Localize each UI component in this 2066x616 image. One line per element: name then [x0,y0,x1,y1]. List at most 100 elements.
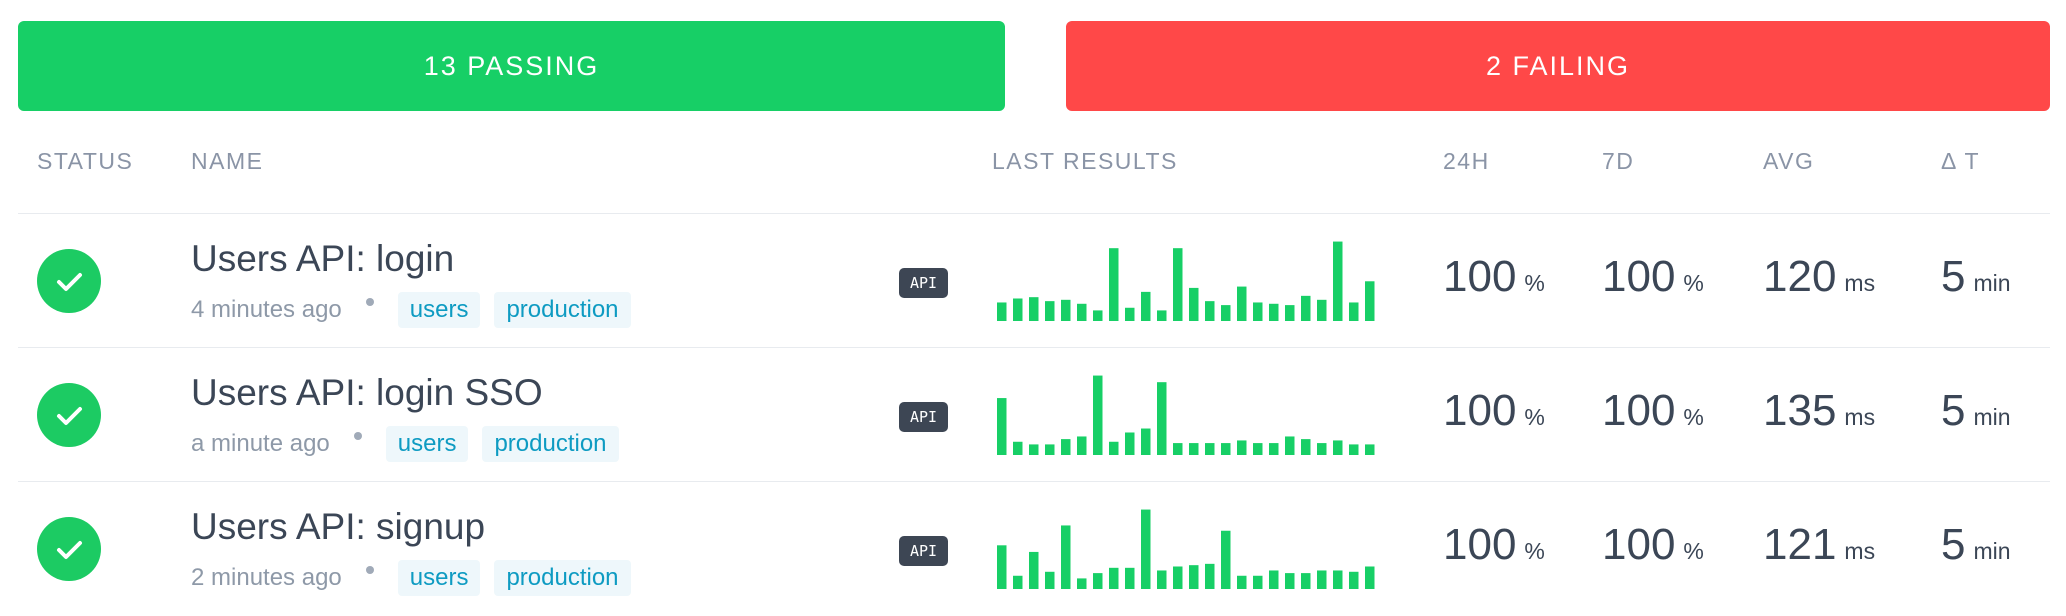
monitor-name[interactable]: Users API: signup [191,506,486,547]
result-bar [1013,298,1023,321]
tag[interactable]: production [494,560,631,596]
result-bar [1029,444,1039,455]
column-header: 24H [1443,148,1490,174]
metric-value: 100 [1443,252,1517,301]
result-bar [1093,573,1103,589]
result-bar [1317,570,1327,589]
result-bar [1125,307,1135,321]
result-bar [1125,432,1135,455]
separator [365,298,374,306]
tag[interactable]: users [397,560,481,596]
column-header: 7D [1602,148,1635,174]
result-bar [1333,570,1343,589]
result-bar [1125,567,1135,589]
result-bar [1077,578,1087,589]
tag[interactable]: production [482,426,619,462]
metric-unit: % [1524,270,1545,296]
result-bar [1173,566,1183,589]
result-bar [1285,305,1295,321]
metric-unit: min [1973,538,2011,564]
monitor-row[interactable]: Users API: login 4 minutes ago users produc… [18,213,2050,348]
result-bar [1269,570,1279,589]
status-icon [37,249,101,313]
result-bar [1365,566,1375,589]
tag[interactable]: users [397,292,481,328]
metric-delta: 5 min [1941,520,2011,570]
result-bar [1045,301,1055,321]
metric-unit: min [1973,404,2011,430]
sparkline [997,375,1375,455]
monitor-row[interactable]: Users API: signup 2 minutes ago users produ… [18,481,2050,616]
metric-unit: % [1524,538,1545,564]
result-bar [1269,443,1279,455]
result-bar [1349,444,1359,455]
metric-avg: 121 ms [1763,520,1875,570]
monitor-row[interactable]: Users API: login SSO a minute ago users pro… [18,347,2050,482]
metric-unit: % [1524,404,1545,430]
result-bar [1237,575,1247,589]
result-bar [1061,299,1071,321]
metric-value: 100 [1602,386,1676,435]
metric-week: 100% [1602,386,1704,436]
column-header: LAST RESULTS [992,148,1178,174]
last-checked: a minute ago [191,430,330,457]
result-bar [1365,281,1375,321]
monitor-name[interactable]: Users API: login SSO [191,372,543,413]
result-bar [1221,305,1231,321]
metric-delta: 5 min [1941,386,2011,436]
result-bar [1333,241,1343,321]
result-bar [1029,551,1039,589]
sparkline [997,509,1375,589]
monitor-name[interactable]: Users API: login [191,238,455,279]
metric-value: 100 [1443,520,1517,569]
result-bar [1173,443,1183,455]
tag[interactable]: production [494,292,631,328]
result-bar [1189,287,1199,321]
metric-day: 100% [1443,252,1545,302]
result-bar [1205,301,1215,321]
passing-button[interactable]: 13 PASSING [18,21,1005,111]
result-bar [1349,302,1359,321]
tag[interactable]: users [385,426,469,462]
metric-day: 100% [1443,520,1545,570]
meta: a minute ago users production [191,426,619,462]
metric-value: 135 [1763,386,1837,435]
result-bar [1141,291,1151,321]
result-bar [1013,575,1023,589]
result-bar [1157,570,1167,589]
result-bar [1141,428,1151,455]
result-bar [997,302,1007,321]
last-checked: 4 minutes ago [191,296,342,323]
result-bar [1109,441,1119,455]
result-bar [997,545,1007,589]
metric-value: 100 [1602,252,1676,301]
metric-value: 100 [1443,386,1517,435]
metric-avg: 135 ms [1763,386,1875,436]
meta: 4 minutes ago users production [191,292,631,328]
result-bar [1013,441,1023,455]
metric-unit: ms [1844,538,1876,564]
result-bar [1173,248,1183,321]
result-bar [1093,310,1103,321]
result-bar [1349,571,1359,589]
failing-button[interactable]: 2 FAILING [1066,21,2050,111]
checkmark [57,407,82,425]
result-bar [1301,573,1311,589]
metric-delta: 5 min [1941,252,2011,302]
metric-value: 5 [1941,520,1966,569]
result-bar [1237,440,1247,455]
result-bar [1077,436,1087,455]
metric-value: 120 [1763,252,1837,301]
result-bar [1077,303,1087,321]
result-bar [1301,295,1311,321]
result-bar [997,398,1007,455]
result-bar [1045,571,1055,589]
result-bar [1301,439,1311,455]
metric-value: 121 [1763,520,1837,569]
result-bar [1253,443,1263,455]
result-bar [1109,567,1119,589]
metric-week: 100% [1602,252,1704,302]
result-bar [1061,439,1071,455]
result-bar [1189,565,1199,589]
metric-value: 5 [1941,252,1966,301]
